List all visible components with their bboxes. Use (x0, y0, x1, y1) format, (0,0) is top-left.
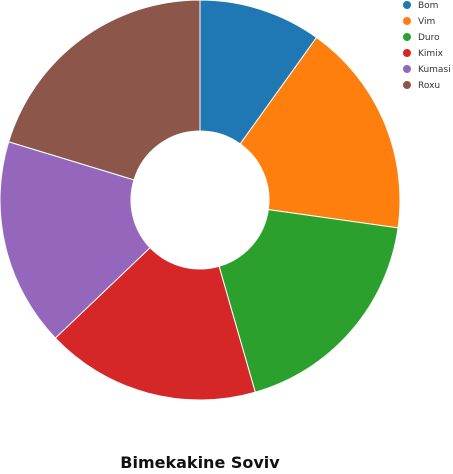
legend: Bom Vim Duro Kimix Kumasi Roxu (403, 1, 451, 91)
slice-kimix[interactable] (54, 246, 256, 401)
legend-label: Kumasi (418, 65, 451, 75)
legend-marker (403, 65, 411, 73)
slice-kumasi[interactable] (0, 141, 151, 339)
chart-title: Bimekakine Soviv (120, 453, 280, 472)
legend-item-vim[interactable]: Vim (403, 17, 435, 27)
legend-label: Roxu (418, 81, 440, 91)
legend-marker (403, 81, 411, 89)
legend-item-kumasi[interactable]: Kumasi (403, 65, 451, 75)
legend-marker (403, 49, 411, 57)
legend-marker (403, 33, 411, 41)
legend-label: Vim (418, 17, 435, 27)
slice-duro[interactable] (218, 209, 399, 393)
legend-label: Bom (418, 1, 438, 11)
legend-item-bom[interactable]: Bom (403, 1, 438, 11)
legend-marker (403, 17, 411, 25)
legend-label: Duro (418, 33, 440, 43)
legend-label: Kimix (418, 49, 444, 59)
slice-vim[interactable] (239, 36, 401, 229)
slice-roxu[interactable] (8, 0, 201, 181)
legend-item-roxu[interactable]: Roxu (403, 81, 440, 91)
legend-item-duro[interactable]: Duro (403, 33, 440, 43)
legend-marker (403, 1, 411, 9)
slices-group (0, 0, 401, 401)
legend-item-kimix[interactable]: Kimix (403, 49, 444, 59)
